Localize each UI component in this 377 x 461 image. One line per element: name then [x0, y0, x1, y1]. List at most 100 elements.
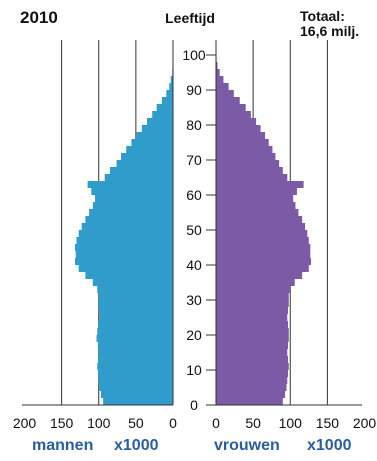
bar-men-age-28	[98, 300, 173, 307]
bar-women-age-62	[216, 181, 304, 188]
bar-men-age-32	[97, 286, 173, 293]
bar-women-age-22	[216, 321, 289, 328]
bar-women-age-34	[216, 279, 295, 286]
bar-men-age-18	[96, 335, 173, 342]
bar-men-age-38	[78, 265, 173, 272]
bar-men-age-76	[136, 132, 173, 139]
bar-men-age-66	[109, 167, 173, 174]
bar-women-age-96	[216, 62, 218, 69]
bar-women-age-0	[216, 398, 283, 405]
bar-women-age-50	[216, 223, 306, 230]
age-tick-label-80: 80	[186, 117, 202, 133]
bar-women-age-18	[216, 335, 289, 342]
bar-men-age-30	[98, 293, 173, 300]
bar-men-age-46	[76, 237, 173, 244]
bars-layer	[74, 55, 312, 405]
bar-men-age-16	[98, 342, 173, 349]
bar-women-age-6	[216, 377, 288, 384]
age-tick-label-60: 60	[186, 187, 202, 203]
bar-women-age-58	[216, 195, 294, 202]
bar-men-age-54	[89, 209, 173, 216]
bar-men-age-20	[97, 328, 173, 335]
bar-women-age-46	[216, 237, 309, 244]
bar-women-age-36	[216, 272, 303, 279]
bar-women-age-94	[216, 69, 220, 76]
bar-women-age-86	[216, 97, 240, 104]
bar-men-age-42	[75, 251, 173, 258]
bar-women-age-20	[216, 328, 289, 335]
bar-women-age-8	[216, 370, 289, 377]
bar-women-age-54	[216, 209, 299, 216]
bar-men-age-84	[156, 104, 173, 111]
age-tick-label-100: 100	[182, 47, 206, 63]
bar-men-age-8	[98, 370, 173, 377]
axes-layer	[22, 40, 362, 406]
women-x-tick-50: 50	[245, 415, 261, 431]
bar-men-age-64	[104, 174, 173, 181]
age-tick-label-40: 40	[186, 257, 202, 273]
bar-men-age-80	[147, 118, 173, 125]
age-tick-label-0: 0	[190, 397, 198, 413]
bar-men-age-34	[92, 279, 173, 286]
bar-men-age-74	[131, 139, 173, 146]
bar-men-age-72	[126, 146, 173, 153]
bar-women-age-16	[216, 342, 289, 349]
bar-women-age-26	[216, 307, 289, 314]
bar-women-age-38	[216, 265, 309, 272]
bar-men-age-86	[161, 97, 173, 104]
bar-men-age-50	[81, 223, 173, 230]
bar-women-age-44	[216, 244, 311, 251]
bar-men-age-22	[98, 321, 173, 328]
women-x-tick-100: 100	[279, 415, 303, 431]
bar-women-age-28	[216, 300, 289, 307]
bar-women-age-42	[216, 251, 311, 258]
bar-men-age-52	[85, 216, 173, 223]
women-x-tick-200: 200	[353, 415, 377, 431]
bar-men-age-78	[141, 125, 173, 132]
total-label: Totaal:	[300, 8, 345, 24]
age-axis-title: Leeftijd	[165, 10, 215, 26]
bar-men-age-10	[97, 363, 173, 370]
bar-men-age-6	[98, 377, 173, 384]
bar-men-age-48	[78, 230, 173, 237]
bar-men-age-58	[95, 195, 173, 202]
bar-women-age-10	[216, 363, 289, 370]
bar-women-age-70	[216, 153, 276, 160]
bar-men-age-62	[87, 181, 173, 188]
bar-men-age-14	[98, 349, 173, 356]
bar-men-age-26	[98, 307, 173, 314]
bar-men-age-40	[74, 258, 173, 265]
bar-women-age-40	[216, 258, 312, 265]
bar-men-age-44	[74, 244, 173, 251]
bar-women-age-32	[216, 286, 291, 293]
women-axis-label: vrouwen	[214, 437, 280, 454]
bar-women-age-2	[216, 391, 286, 398]
men-x-tick-150: 150	[50, 415, 74, 431]
bar-women-age-52	[216, 216, 303, 223]
age-tick-label-20: 20	[186, 327, 202, 343]
age-tick-label-90: 90	[186, 82, 202, 98]
bar-women-age-90	[216, 83, 229, 90]
bar-men-age-12	[98, 356, 173, 363]
age-tick-label-70: 70	[186, 152, 202, 168]
women-x-tick-0: 0	[212, 415, 220, 431]
bar-women-age-56	[216, 202, 296, 209]
men-unit-label: x1000	[114, 437, 159, 454]
bar-women-age-14	[216, 349, 288, 356]
bar-women-age-74	[216, 139, 269, 146]
bar-men-age-82	[152, 111, 173, 118]
men-x-tick-0: 0	[169, 415, 177, 431]
total-value: 16,6 milj.	[300, 23, 360, 39]
age-tick-label-30: 30	[186, 292, 202, 308]
bar-women-age-88	[216, 90, 234, 97]
bar-women-age-78	[216, 125, 261, 132]
bar-women-age-72	[216, 146, 273, 153]
men-x-tick-100: 100	[87, 415, 111, 431]
bar-men-age-24	[99, 314, 173, 321]
men-axis-label: mannen	[32, 437, 94, 454]
men-x-tick-50: 50	[128, 415, 144, 431]
bar-men-age-60	[91, 188, 173, 195]
